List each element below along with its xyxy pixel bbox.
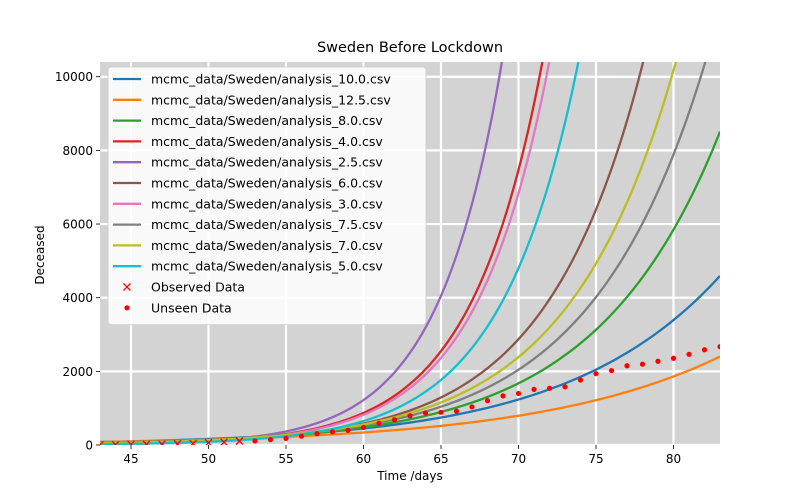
x-tick-label: 70: [511, 452, 526, 466]
chart-title: Sweden Before Lockdown: [317, 40, 503, 56]
unseen-point: [407, 413, 413, 419]
x-tick-label: 80: [666, 452, 681, 466]
observed-point: [235, 437, 244, 445]
unseen-point: [329, 429, 336, 435]
unseen-point: [391, 417, 398, 423]
unseen-point: [546, 385, 553, 391]
legend-label: mcmc_data/Sweden/analysis_12.5.csv: [151, 92, 391, 107]
x-tick-label: 45: [123, 452, 138, 466]
y-tick-label: 2000: [62, 365, 93, 379]
series-line: [100, 62, 580, 445]
x-tick-label: 60: [356, 452, 371, 466]
y-tick-label: 0: [85, 439, 93, 453]
unseen-point: [624, 363, 630, 369]
unseen-point: [577, 377, 584, 383]
unseen-point: [453, 408, 460, 414]
legend-swatch-unseen: [124, 305, 130, 311]
observed-point: [220, 438, 228, 445]
unseen-point: [639, 361, 646, 367]
unseen-point: [252, 438, 258, 444]
observed-point: [204, 438, 213, 445]
unseen-point: [267, 437, 274, 443]
legend-label: mcmc_data/Sweden/analysis_10.0.csv: [151, 72, 391, 87]
legend-label: mcmc_data/Sweden/analysis_8.0.csv: [151, 113, 383, 128]
legend-label: mcmc_data/Sweden/analysis_4.0.csv: [151, 134, 383, 149]
y-tick-label: 4000: [62, 291, 93, 305]
series-line: [100, 62, 677, 445]
series-lines: [100, 62, 720, 445]
unseen-point: [345, 427, 351, 433]
unseen-point: [717, 344, 720, 350]
unseen-point: [670, 355, 677, 361]
legend-label: mcmc_data/Sweden/analysis_3.0.csv: [151, 196, 383, 211]
unseen-point: [531, 386, 537, 392]
x-tick-label: 75: [588, 452, 603, 466]
observed-point: [173, 439, 182, 445]
unseen-point: [562, 384, 568, 390]
unseen-point: [500, 393, 506, 399]
y-axis-label: Deceased: [33, 225, 47, 284]
legend-label: mcmc_data/Sweden/analysis_6.0.csv: [151, 176, 383, 191]
legend-label: mcmc_data/Sweden/analysis_7.5.csv: [151, 217, 383, 232]
unseen-point: [298, 433, 305, 439]
unseen-point: [686, 351, 692, 357]
legend-label: Observed Data: [151, 280, 245, 295]
y-tick-label: 8000: [62, 144, 93, 158]
legend: mcmc_data/Sweden/analysis_10.0.csv mcmc_d…: [107, 66, 427, 326]
x-axis: 45 50 55 60 65 70 75 80: [123, 445, 681, 466]
unseen-point: [608, 367, 615, 374]
unseen-point: [515, 390, 522, 397]
legend-label: Unseen Data: [151, 300, 232, 315]
legend-label: mcmc_data/Sweden/analysis_7.0.csv: [151, 238, 383, 253]
x-axis-label: Time /days: [376, 469, 443, 483]
unseen-point: [314, 431, 320, 437]
observed-point: [127, 440, 135, 445]
unseen-point: [469, 404, 475, 410]
x-tick-label: 65: [433, 452, 448, 466]
observed-point: [111, 440, 120, 445]
unseen-point: [422, 410, 429, 416]
observed-point: [142, 440, 151, 445]
unseen-point: [701, 347, 708, 353]
unseen-point: [593, 371, 599, 377]
unseen-point: [376, 420, 382, 426]
unseen-point: [283, 435, 289, 441]
unseen-point: [484, 398, 491, 404]
y-tick-label: 10000: [55, 70, 93, 84]
unseen-point: [438, 409, 444, 415]
unseen-point: [655, 358, 661, 364]
y-tick-label: 6000: [62, 218, 93, 232]
x-tick-label: 50: [201, 452, 216, 466]
observed-point: [100, 440, 104, 445]
data-points: [100, 344, 720, 445]
legend-box: [107, 66, 427, 326]
legend-label: mcmc_data/Sweden/analysis_2.5.csv: [151, 155, 383, 170]
observed-point: [158, 440, 166, 445]
observed-point: [189, 439, 197, 445]
y-axis: 0 2000 4000 6000 8000 10000: [55, 70, 100, 453]
legend-label: mcmc_data/Sweden/analysis_5.0.csv: [151, 259, 383, 274]
legend-swatch-observed: [123, 283, 131, 291]
unseen-point: [360, 424, 367, 431]
x-tick-label: 55: [278, 452, 293, 466]
